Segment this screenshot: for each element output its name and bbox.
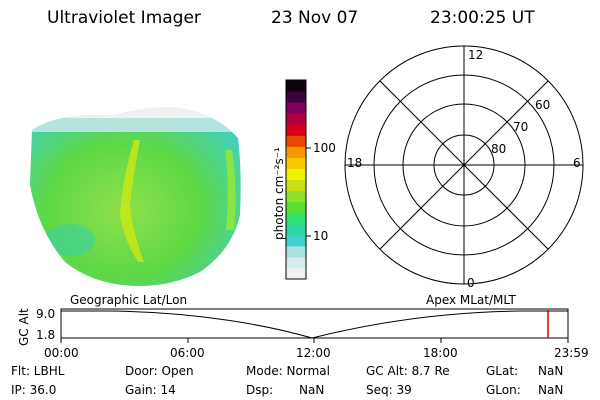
x-tick-label-1200: 12:00 xyxy=(296,346,331,360)
colorbar-segment xyxy=(286,80,306,92)
instrument-title: Ultraviolet Imager xyxy=(47,8,201,28)
x-tick-label-0600: 06:00 xyxy=(170,346,205,360)
colorbar-segment xyxy=(286,102,306,114)
colorbar-segment xyxy=(286,245,306,258)
mlat-label-80: 80 xyxy=(491,142,507,156)
colorbar-segment xyxy=(286,223,306,236)
apex-mlat-mlt-label: Apex MLat/MLT xyxy=(426,293,516,307)
gain-field: Gain: 14 xyxy=(125,383,176,397)
x-tick-label-2359: 23:59 xyxy=(554,346,589,360)
altitude-curve xyxy=(61,310,568,339)
timeline-ytick-bottom: 1.8 xyxy=(36,328,56,342)
glat-label: GLat: xyxy=(486,364,519,378)
auroral-arc-east xyxy=(225,150,236,230)
timeline-frame xyxy=(60,308,569,339)
auroral-limb-haze xyxy=(30,107,241,118)
colorbar-segment xyxy=(286,157,306,169)
mode-field: Mode: Normal xyxy=(246,364,330,378)
mlt-label-12: 12 xyxy=(468,48,484,62)
mlat-label-60: 60 xyxy=(535,98,551,112)
dsp-value: NaN xyxy=(299,383,325,397)
sequence-field: Seq: 39 xyxy=(366,383,412,397)
mlt-label-18: 18 xyxy=(347,156,363,170)
polar-diagonal-2 xyxy=(379,80,549,250)
mlt-label-0: 0 xyxy=(467,276,475,290)
gc-alt-field: GC Alt: 8.7 Re xyxy=(366,364,450,378)
ip-field: IP: 36.0 xyxy=(11,383,57,397)
mlat-label-70: 70 xyxy=(513,120,529,134)
auroral-dim-patch xyxy=(45,224,95,256)
colorbar-segment xyxy=(286,234,306,247)
auroral-arc xyxy=(120,140,144,262)
colorbar-segment xyxy=(286,124,306,136)
filter-field: Flt: LBHL xyxy=(11,364,65,378)
colorbar-segment xyxy=(286,267,306,280)
colorbar-segment xyxy=(286,113,306,125)
colorbar-segment xyxy=(286,146,306,158)
mlt-label-6: 6 xyxy=(573,156,581,170)
door-field: Door: Open xyxy=(125,364,194,378)
colorbar-segment xyxy=(286,168,306,180)
x-tick-label-1800: 18:00 xyxy=(423,346,458,360)
colorbar-segment xyxy=(286,135,306,147)
x-tick-label-0000: 00:00 xyxy=(44,346,79,360)
date-label: 23 Nov 07 xyxy=(271,8,359,28)
glat-value: NaN xyxy=(538,364,564,378)
time-label: 23:00:25 UT xyxy=(430,8,535,28)
timeline-ytick-top: 9.0 xyxy=(36,307,56,321)
colorbar-segment xyxy=(286,212,306,225)
colorbar-label-100: 100 xyxy=(313,141,336,155)
colorbar-segment xyxy=(286,190,306,203)
colorbar-segment xyxy=(286,91,306,103)
colorbar-segment xyxy=(286,179,306,192)
colorbar-label-10: 10 xyxy=(313,229,329,243)
glon-label: GLon: xyxy=(486,383,521,397)
colorbar-segment xyxy=(286,256,306,269)
dsp-label: Dsp: xyxy=(246,383,274,397)
colorbar-segment xyxy=(286,201,306,214)
geographic-latlon-label: Geographic Lat/Lon xyxy=(70,293,188,307)
glon-value: NaN xyxy=(538,383,564,397)
